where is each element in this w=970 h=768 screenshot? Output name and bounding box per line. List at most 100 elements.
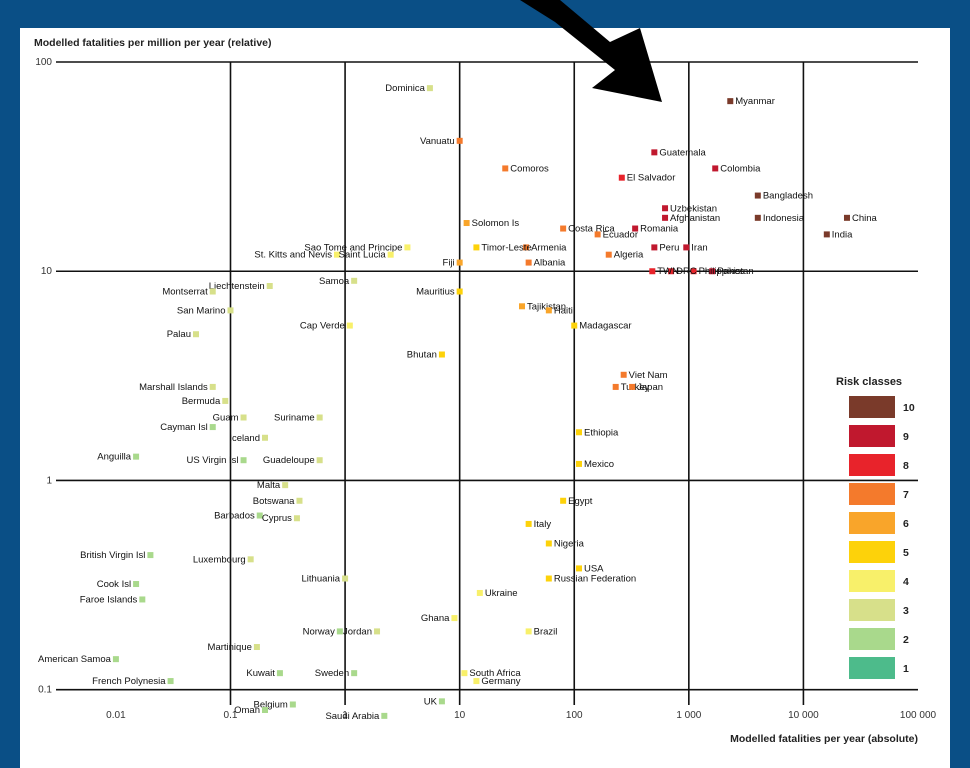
data-point (451, 615, 458, 622)
point-label: Barbados (214, 511, 255, 522)
point-label: Iceland (229, 433, 260, 444)
data-point (351, 277, 358, 284)
point-label: Armenia (531, 242, 567, 253)
point-label: Albania (534, 258, 566, 269)
point-label: Guam (213, 412, 239, 423)
data-point (112, 656, 119, 663)
data-points: Myanmar Colombia Guatemala El Salvador Bangl… (38, 83, 877, 722)
x-tick-label: 0.1 (224, 710, 238, 721)
legend: Risk classes 10 9 8 7 6 5 4 3 2 1 (836, 376, 915, 679)
data-point (351, 670, 358, 677)
legend-label: 9 (903, 431, 909, 443)
point-label: Pakistan (717, 266, 753, 277)
point-label: USA (584, 563, 604, 574)
data-point (209, 288, 216, 295)
point-label: Comoros (510, 163, 549, 174)
point-label: Italy (534, 519, 552, 530)
point-label: Iran (691, 242, 707, 253)
y-tick-label: 1 (46, 475, 52, 486)
point-label: Uzbekistan (670, 203, 717, 214)
point-label: Germany (481, 676, 520, 687)
point-label: Montserrat (162, 287, 208, 298)
legend-swatch (849, 599, 895, 621)
data-point (668, 268, 675, 275)
data-point (612, 383, 619, 390)
point-label: Nigeria (554, 538, 585, 549)
point-label: US Virgin Isl (186, 455, 238, 466)
data-point (461, 670, 468, 677)
point-label: Guatemala (659, 147, 706, 158)
data-point (575, 460, 582, 467)
legend-swatch (849, 483, 895, 505)
data-point (560, 497, 567, 504)
data-point (261, 707, 268, 713)
data-point (662, 214, 669, 221)
data-point (754, 214, 761, 221)
data-point (519, 303, 526, 310)
point-label: Sao Tome and Principe (304, 242, 402, 253)
data-point (374, 628, 381, 635)
data-point (289, 701, 296, 708)
point-label: Mexico (584, 459, 614, 470)
legend-swatch (849, 657, 895, 679)
point-label: TWN (657, 266, 679, 277)
x-tick-label: 10 (454, 710, 466, 721)
point-label: Norway (303, 626, 335, 637)
data-point (139, 596, 146, 603)
point-label: Cayman Isl (160, 422, 208, 433)
data-point (683, 244, 690, 251)
data-point (240, 414, 247, 421)
point-label: Liechtenstein (209, 281, 265, 292)
point-label: Kuwait (246, 668, 275, 679)
point-label: Ukraine (485, 588, 518, 599)
point-label: Cook Isl (97, 579, 131, 590)
data-point (404, 244, 411, 251)
data-point (632, 225, 639, 232)
data-point (333, 251, 340, 258)
chart-page (20, 28, 950, 768)
point-label: El Salvador (627, 173, 676, 184)
point-label: Haiti (554, 305, 573, 316)
data-point (266, 283, 273, 290)
point-label: Mauritius (416, 287, 455, 298)
data-point (336, 628, 343, 635)
data-point (545, 540, 552, 547)
data-point (261, 434, 268, 441)
data-point (296, 497, 303, 504)
legend-swatch (849, 512, 895, 534)
point-label: Cyprus (262, 513, 292, 524)
data-point (209, 383, 216, 390)
point-label: Samoa (319, 276, 350, 287)
x-tick-label: 100 000 (900, 710, 937, 721)
legend-swatch (849, 628, 895, 650)
legend-label: 6 (903, 518, 909, 530)
point-label: Brazil (534, 626, 558, 637)
data-point (316, 414, 323, 421)
point-label: Marshall Islands (139, 382, 208, 393)
point-label: British Virgin Isl (80, 550, 145, 561)
data-point (387, 251, 394, 258)
legend-label: 2 (903, 634, 909, 646)
data-point (618, 174, 625, 181)
data-point (649, 268, 656, 275)
y-tick-label: 10 (41, 266, 53, 277)
y-axis-label: Modelled fatalities per million per year… (34, 37, 272, 49)
legend-label: 10 (903, 402, 915, 414)
x-tick-label: 1 000 (676, 710, 701, 721)
point-label: Myanmar (735, 96, 775, 107)
point-label: Faroe Islands (80, 594, 138, 605)
legend-label: 1 (903, 663, 909, 675)
point-label: Belgium (254, 699, 288, 710)
data-point (316, 457, 323, 464)
data-point (167, 678, 174, 685)
point-label: St. Kitts and Nevis (254, 250, 332, 261)
data-point (823, 231, 830, 238)
legend-label: 4 (903, 576, 909, 588)
data-point (253, 644, 260, 651)
point-label: Malta (257, 480, 281, 491)
data-point (456, 288, 463, 295)
data-point (525, 259, 532, 266)
data-point (133, 453, 140, 460)
data-point (193, 331, 200, 338)
point-label: Saudi Arabia (325, 711, 380, 722)
